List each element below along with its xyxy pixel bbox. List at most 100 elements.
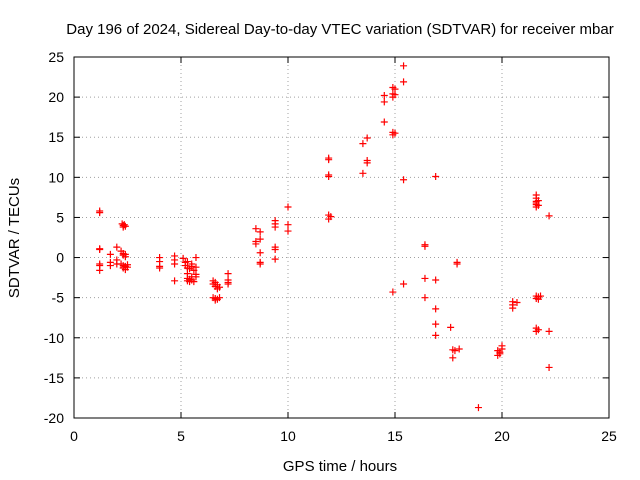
y-tick-label: 20 bbox=[48, 89, 64, 105]
data-point bbox=[96, 266, 104, 274]
data-point bbox=[400, 176, 408, 184]
data-point bbox=[216, 294, 224, 302]
data-point bbox=[192, 254, 200, 262]
x-tick-label: 10 bbox=[280, 428, 296, 444]
data-point bbox=[106, 250, 114, 258]
y-tick-label: 15 bbox=[48, 129, 64, 145]
data-point bbox=[363, 134, 371, 142]
data-point bbox=[224, 280, 232, 288]
data-point bbox=[171, 260, 179, 268]
data-point bbox=[432, 331, 440, 339]
data-point bbox=[400, 62, 408, 70]
data-point bbox=[271, 246, 279, 254]
data-point bbox=[325, 173, 333, 181]
grid-lines bbox=[74, 57, 609, 418]
data-point bbox=[380, 92, 388, 100]
data-point bbox=[192, 263, 200, 271]
data-point bbox=[545, 327, 553, 335]
data-point bbox=[106, 262, 114, 270]
x-tick-label: 5 bbox=[177, 428, 185, 444]
data-point bbox=[451, 347, 459, 355]
data-point bbox=[256, 235, 264, 243]
data-point bbox=[432, 305, 440, 313]
data-point bbox=[363, 159, 371, 167]
y-tick-label: 10 bbox=[48, 169, 64, 185]
data-point bbox=[545, 363, 553, 371]
chart-title: Day 196 of 2024, Sidereal Day-to-day VTE… bbox=[66, 21, 613, 38]
data-point bbox=[284, 203, 292, 211]
x-tick-label: 15 bbox=[387, 428, 403, 444]
data-point bbox=[171, 277, 179, 285]
data-point bbox=[124, 263, 131, 271]
y-tick-labels: -20 -15 -10 -5 0 5 10 15 20 25 bbox=[44, 49, 64, 426]
data-point bbox=[120, 221, 128, 229]
data-point bbox=[421, 242, 429, 250]
data-points bbox=[96, 62, 553, 412]
data-point bbox=[179, 254, 187, 262]
data-point bbox=[284, 221, 292, 229]
y-tick-label: 5 bbox=[56, 209, 64, 225]
data-point bbox=[391, 91, 399, 99]
data-point bbox=[391, 129, 399, 137]
data-point bbox=[252, 225, 260, 233]
data-point bbox=[252, 240, 260, 248]
x-tick-labels: 0 5 10 15 20 25 bbox=[70, 428, 617, 444]
data-point bbox=[188, 260, 196, 268]
data-point bbox=[256, 260, 264, 268]
y-tick-label: -5 bbox=[52, 290, 65, 306]
data-point bbox=[96, 246, 104, 254]
y-tick-label: -10 bbox=[44, 330, 64, 346]
y-axis-label: SDTVAR / TECUs bbox=[6, 178, 23, 298]
data-point bbox=[474, 404, 482, 412]
data-point bbox=[432, 276, 440, 284]
y-tick-label: 25 bbox=[48, 49, 64, 65]
x-tick-label: 25 bbox=[601, 428, 617, 444]
axis-ticks bbox=[73, 56, 610, 419]
data-point bbox=[359, 169, 367, 177]
data-point bbox=[513, 298, 521, 306]
data-point bbox=[216, 283, 224, 291]
data-point bbox=[421, 274, 429, 282]
data-point bbox=[359, 140, 367, 148]
data-point bbox=[496, 350, 504, 358]
x-tick-label: 20 bbox=[494, 428, 510, 444]
data-point bbox=[380, 98, 388, 106]
data-point bbox=[380, 118, 388, 126]
data-point bbox=[534, 201, 542, 209]
data-point bbox=[325, 156, 333, 164]
data-point bbox=[421, 294, 429, 302]
data-point bbox=[190, 278, 198, 286]
data-point bbox=[156, 264, 164, 272]
data-point bbox=[271, 223, 279, 231]
data-point bbox=[121, 222, 129, 230]
data-point bbox=[256, 228, 264, 236]
data-point bbox=[327, 213, 335, 221]
data-point bbox=[432, 173, 440, 181]
data-point bbox=[224, 270, 232, 278]
y-tick-label: 0 bbox=[56, 250, 64, 266]
y-tick-label: -15 bbox=[44, 370, 64, 386]
data-point bbox=[432, 320, 440, 328]
data-point bbox=[509, 304, 517, 312]
y-tick-label: -20 bbox=[44, 410, 64, 426]
data-point bbox=[192, 273, 200, 281]
data-point bbox=[498, 342, 506, 350]
data-point bbox=[449, 354, 457, 362]
data-point bbox=[447, 323, 455, 331]
data-point bbox=[183, 258, 191, 266]
data-point bbox=[545, 212, 553, 220]
x-tick-label: 0 bbox=[70, 428, 78, 444]
data-point bbox=[284, 227, 292, 235]
data-point bbox=[537, 292, 545, 300]
data-point bbox=[256, 249, 264, 257]
data-point bbox=[453, 258, 461, 266]
data-point bbox=[400, 280, 408, 288]
data-point bbox=[121, 253, 129, 261]
data-point bbox=[389, 288, 397, 296]
data-point bbox=[113, 243, 121, 251]
data-point bbox=[400, 78, 408, 86]
data-point bbox=[96, 209, 104, 217]
x-axis-label: GPS time / hours bbox=[283, 458, 397, 475]
plot-frame bbox=[73, 56, 610, 419]
